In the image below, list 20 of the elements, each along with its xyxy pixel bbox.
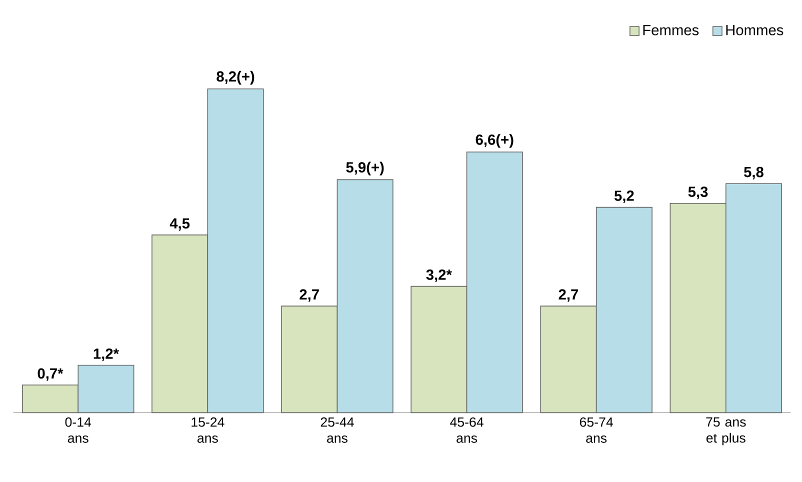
data-label: 4,5	[170, 218, 190, 231]
legend-label: Hommes	[726, 25, 784, 36]
x-tick-label: 25-44 ans	[320, 417, 354, 443]
data-label: 3,2*	[426, 270, 452, 282]
legend-label: Femmes	[643, 25, 699, 36]
data-label: 5,8	[744, 166, 764, 180]
data-label: 2,7	[300, 289, 319, 302]
data-label: 0,7*	[38, 368, 64, 381]
data-label: 1,2*	[94, 348, 119, 362]
data-label: 5,3	[688, 186, 708, 200]
data-label: 6,6(+)	[476, 134, 514, 148]
x-tick-label: 75 ans et plus	[706, 417, 746, 446]
data-label: 8,2(+)	[216, 70, 254, 85]
x-tick-label: 0-14 ans	[65, 417, 92, 443]
data-label: 2,7	[558, 289, 578, 302]
data-label: 5,9(+)	[346, 162, 384, 176]
x-tick-label: 45-64 ans	[450, 417, 484, 443]
data-label: 5,2	[614, 190, 634, 204]
x-tick-label: 15-24 ans	[192, 417, 224, 443]
x-tick-label: 65-74 ans	[580, 417, 613, 443]
